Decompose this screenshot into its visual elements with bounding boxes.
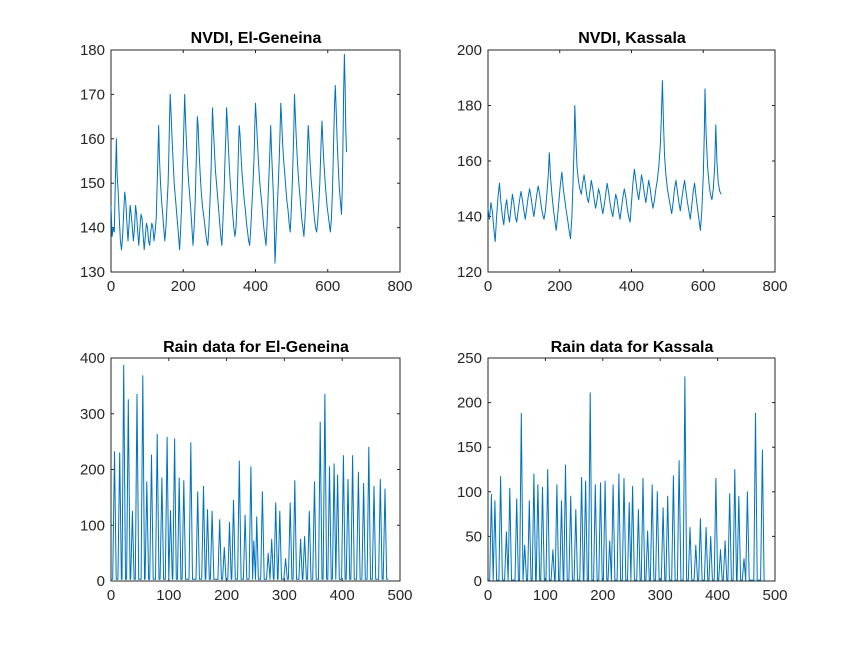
subplot-rain-kassala: Rain data for Kassala 0 100 200 300 400 500 0 5… — [457, 339, 788, 604]
x-tick-label: 0 — [107, 587, 115, 604]
axes-box — [487, 49, 776, 273]
series-line — [488, 376, 765, 581]
series-line — [110, 53, 347, 264]
x-tick-label: 0 — [484, 278, 492, 295]
y-tick-label: 300 — [80, 406, 105, 423]
subplot-title: NVDI, El-Geneina — [191, 30, 322, 47]
x-tick-label: 200 — [214, 587, 239, 604]
y-tick-label: 0 — [97, 573, 105, 590]
series-line — [111, 364, 389, 580]
x-tick-label: 400 — [705, 587, 730, 604]
y-tick-label: 50 — [465, 528, 482, 545]
x-tick-label: 500 — [762, 587, 787, 604]
y-tick-label: 160 — [457, 153, 482, 170]
x-tick-label: 100 — [156, 587, 181, 604]
x-tick-label: 300 — [272, 587, 297, 604]
y-tick-label: 250 — [457, 350, 482, 367]
x-tick-label: 800 — [762, 278, 787, 295]
axes-box — [487, 357, 776, 582]
subplot-ndvi-el-geneina: NVDI, El-Geneina 0 200 400 600 800 130 140 150 1… — [80, 30, 413, 295]
x-tick-label: 400 — [330, 587, 355, 604]
y-tick-label: 140 — [80, 220, 105, 237]
x-tick-label: 500 — [387, 587, 412, 604]
x-tick-label: 200 — [547, 278, 572, 295]
y-tick-label: 100 — [80, 517, 105, 534]
x-tick-label: 400 — [619, 278, 644, 295]
x-tick-label: 0 — [484, 587, 492, 604]
y-tick-label: 100 — [457, 484, 482, 501]
y-tick-label: 150 — [80, 175, 105, 192]
subplot-title: Rain data for El-Geneina — [163, 339, 349, 356]
y-tick-label: 130 — [80, 264, 105, 281]
x-tick-label: 600 — [315, 278, 340, 295]
y-tick-label: 160 — [80, 131, 105, 148]
y-tick-label: 120 — [457, 264, 482, 281]
y-tick-label: 200 — [80, 462, 105, 479]
x-tick-label: 800 — [387, 278, 412, 295]
y-tick-label: 400 — [80, 350, 105, 367]
subplot-ndvi-kassala: NVDI, Kassala 0 200 400 600 800 120 140 160 180 2… — [457, 30, 788, 295]
x-tick-label: 100 — [533, 587, 558, 604]
x-tick-label: 600 — [691, 278, 716, 295]
subplot-title: NVDI, Kassala — [578, 30, 686, 47]
y-tick-label: 180 — [80, 42, 105, 59]
y-tick-label: 0 — [474, 573, 482, 590]
y-tick-label: 200 — [457, 42, 482, 59]
x-tick-label: 400 — [243, 278, 268, 295]
y-tick-label: 170 — [80, 86, 105, 103]
subplot-rain-el-geneina: Rain data for El-Geneina 0 100 200 300 400 50… — [80, 339, 413, 604]
x-tick-label: 0 — [107, 278, 115, 295]
y-tick-label: 200 — [457, 395, 482, 412]
subplot-title: Rain data for Kassala — [551, 339, 714, 356]
y-tick-label: 180 — [457, 98, 482, 115]
series-line — [487, 80, 722, 242]
x-tick-label: 200 — [590, 587, 615, 604]
x-tick-label: 200 — [171, 278, 196, 295]
x-tick-label: 300 — [648, 587, 673, 604]
y-tick-label: 150 — [457, 439, 482, 456]
y-tick-label: 140 — [457, 209, 482, 226]
